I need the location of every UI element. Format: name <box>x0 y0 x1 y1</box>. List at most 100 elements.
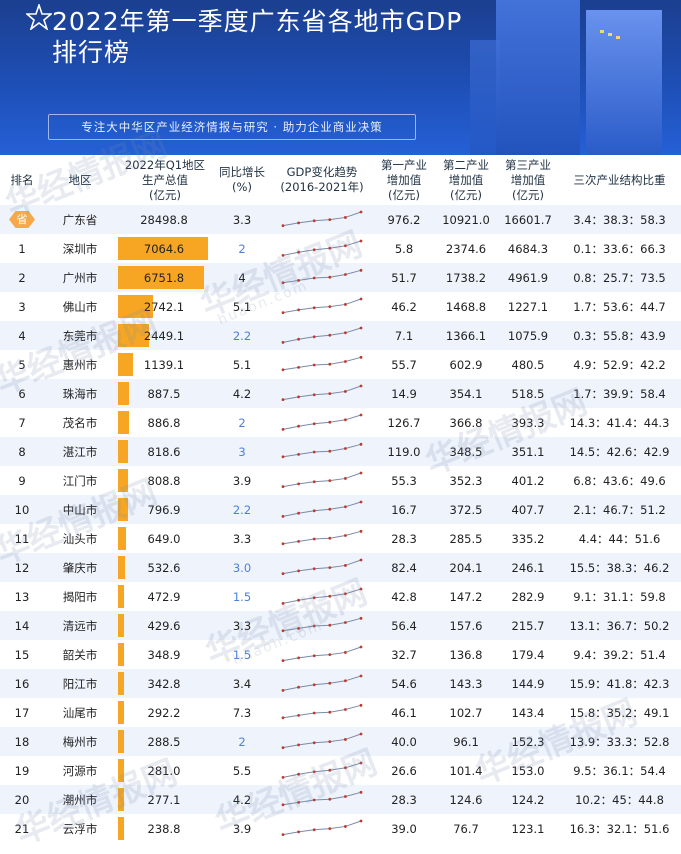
tertiary-cell: 401.2 <box>498 466 558 495</box>
sparkline-point <box>359 471 363 474</box>
window-light <box>600 30 604 33</box>
gdp-cell: 808.8 <box>116 466 214 495</box>
region-cell: 广东省 <box>44 205 116 234</box>
region-cell: 清远市 <box>44 611 116 640</box>
gdp-cell: 472.9 <box>116 582 214 611</box>
trend-cell <box>270 263 374 292</box>
gdp-cell: 288.5 <box>116 727 214 756</box>
gdp-bar <box>118 324 150 347</box>
gdp-cell: 532.6 <box>116 553 214 582</box>
region-cell: 云浮市 <box>44 814 116 843</box>
trend-cell <box>270 785 374 814</box>
gdp-trend-sparkline <box>281 500 363 518</box>
secondary-cell: 147.2 <box>434 582 498 611</box>
table-body: 省广东省 28498.8 3.3 976.2 10921.0 16601.7 3.4：38.… <box>0 205 681 843</box>
trend-cell <box>270 321 374 350</box>
sparkline-path <box>282 675 362 691</box>
sparkline-point <box>344 591 347 595</box>
tertiary-cell: 246.1 <box>498 553 558 582</box>
sparkline-point <box>281 832 285 836</box>
region-cell: 广州市 <box>44 263 116 292</box>
sparkline-point <box>312 508 316 512</box>
sparkline-point <box>312 711 316 714</box>
secondary-cell: 2374.6 <box>434 234 498 263</box>
primary-cell: 51.7 <box>374 263 434 292</box>
gdp-value: 2449.1 <box>143 328 185 343</box>
gdp-value: 292.2 <box>147 705 181 720</box>
gdp-cell: 342.8 <box>116 669 214 698</box>
sparkline-path <box>282 414 362 430</box>
sparkline-point <box>281 484 285 488</box>
secondary-cell: 602.9 <box>434 350 498 379</box>
primary-cell: 40.0 <box>374 727 434 756</box>
gdp-cell: 277.1 <box>116 785 214 814</box>
sparkline-point <box>297 394 300 398</box>
gdp-bar <box>118 295 153 318</box>
growth-cell: 3.0 <box>214 553 270 582</box>
sparkline-point <box>359 674 363 677</box>
trend-cell <box>270 582 374 611</box>
sparkline-point <box>312 769 316 773</box>
rank-cell: 5 <box>0 350 44 379</box>
tertiary-cell: 407.7 <box>498 495 558 524</box>
sparkline-point <box>344 765 347 769</box>
rank-cell: 1 <box>0 234 44 263</box>
growth-cell: 2.2 <box>214 321 270 350</box>
table-row: 11 汕头市 649.0 3.3 28.3 285.5 335.2 4.4：44：51.6 <box>0 524 681 553</box>
sparkline-point <box>344 737 347 741</box>
table-row: 21 云浮市 238.8 3.9 39.0 76.7 123.1 16.3：32.1：51.6 <box>0 814 681 843</box>
gdp-trend-sparkline <box>281 529 363 545</box>
building-graphic <box>586 10 662 155</box>
gdp-trend-sparkline <box>281 471 363 488</box>
sparkline-point <box>312 276 316 279</box>
trend-cell <box>270 292 374 321</box>
sparkline-point <box>344 620 347 624</box>
sparkline-point <box>359 616 363 620</box>
sparkline-point <box>328 507 332 511</box>
secondary-cell: 348.5 <box>434 437 498 466</box>
region-cell: 潮州市 <box>44 785 116 814</box>
sparkline-point <box>297 365 300 369</box>
sparkline-point <box>328 797 332 801</box>
gdp-value: 472.9 <box>147 589 181 604</box>
table-row: 14 清远市 429.6 3.3 56.4 157.6 215.7 13.1：36.7：50.… <box>0 611 681 640</box>
sparkline-point <box>312 218 316 222</box>
secondary-cell: 10921.0 <box>434 205 498 234</box>
rank-cell: 17 <box>0 698 44 727</box>
sparkline-point <box>312 740 316 744</box>
region-cell: 中山市 <box>44 495 116 524</box>
primary-cell: 42.8 <box>374 582 434 611</box>
sparkline-point <box>281 223 285 227</box>
gdp-value: 887.5 <box>147 386 181 401</box>
sparkline-point <box>281 571 285 575</box>
structure-cell: 13.1：36.7：50.2 <box>558 611 681 640</box>
growth-cell: 4 <box>214 263 270 292</box>
rank-cell: 19 <box>0 756 44 785</box>
tertiary-cell: 335.2 <box>498 524 558 553</box>
sparkline-point <box>328 826 332 830</box>
structure-cell: 1.7：39.9：58.4 <box>558 379 681 408</box>
tertiary-cell: 480.5 <box>498 350 558 379</box>
subtitle-box: 专注大中华区产业经济情报与研究 · 助力企业商业决策 <box>48 114 416 140</box>
growth-cell: 3.3 <box>214 205 270 234</box>
province-badge: 省 <box>9 211 35 228</box>
growth-cell: 3.3 <box>214 524 270 553</box>
sparkline-point <box>328 333 332 337</box>
secondary-cell: 101.4 <box>434 756 498 785</box>
gdp-trend-sparkline <box>281 732 363 749</box>
gdp-trend-sparkline <box>281 703 363 719</box>
gdp-bar <box>118 788 124 811</box>
sparkline-path <box>282 762 362 778</box>
primary-cell: 82.4 <box>374 553 434 582</box>
sparkline-point <box>312 450 316 453</box>
structure-cell: 9.1：31.1：59.8 <box>558 582 681 611</box>
header-growth: 同比增长 (%) <box>214 155 270 205</box>
sparkline-point <box>297 220 300 224</box>
growth-cell: 1.5 <box>214 582 270 611</box>
trend-cell <box>270 756 374 785</box>
sparkline-point <box>281 601 285 605</box>
sparkline-point <box>344 824 347 828</box>
region-cell: 韶关市 <box>44 640 116 669</box>
table-row: 4 东莞市 2449.1 2.2 7.1 1366.1 1075.9 0.3：55.8：43.… <box>0 321 681 350</box>
gdp-value: 2742.1 <box>143 299 185 314</box>
